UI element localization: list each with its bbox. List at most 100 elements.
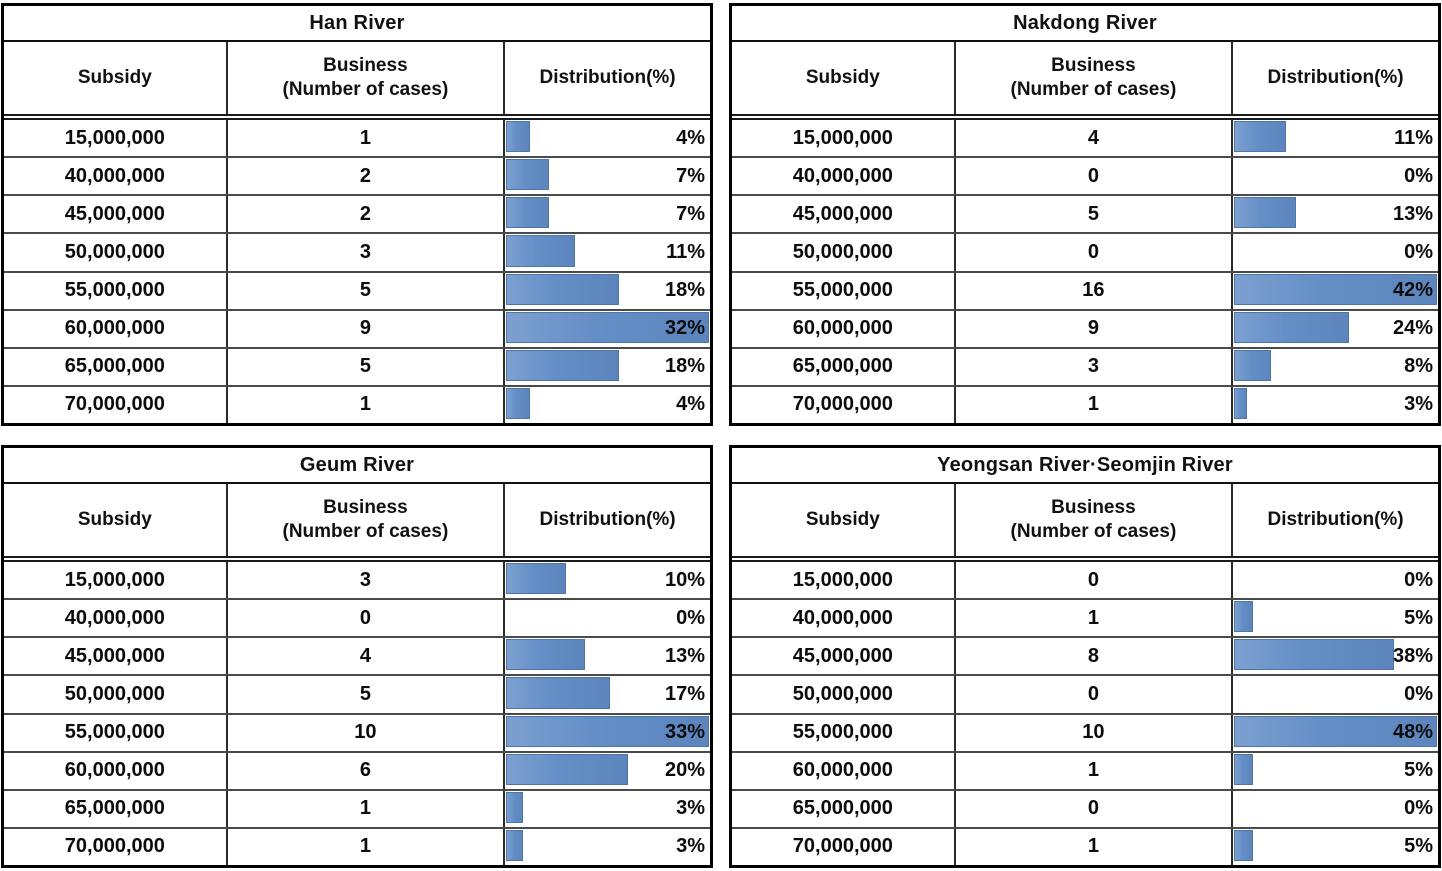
subsidy-cell: 50,000,000 — [64, 682, 165, 705]
distribution-bar — [1234, 829, 1254, 861]
cases-cell: 4 — [225, 638, 503, 675]
distribution-percent-label: 18% — [664, 279, 705, 302]
distribution-cell: 7% — [503, 196, 710, 233]
distribution-cell: 20% — [503, 752, 710, 789]
table-row: 70,000,000 1 4% — [4, 384, 710, 423]
distribution-cell: 38% — [1231, 638, 1438, 675]
table-panel-1: Han River Subsidy Business (Number of cases… — [1, 3, 713, 426]
cases-cell: 16 — [953, 272, 1231, 309]
header-business: Business (Number of cases) — [225, 484, 503, 556]
header-business: Business (Number of cases) — [225, 42, 503, 114]
subsidy-cell: 60,000,000 — [64, 759, 165, 782]
table-row: 15,000,000 4 11% — [732, 120, 1438, 157]
table-row: 15,000,000 0 0% — [732, 562, 1438, 599]
distribution-percent-label: 3% — [676, 797, 705, 820]
cases-cell: 0 — [225, 600, 503, 637]
distribution-percent-label: 3% — [676, 835, 705, 858]
distribution-cell: 7% — [503, 158, 710, 195]
distribution-cell: 0% — [1231, 562, 1438, 599]
distribution-percent-label: 11% — [666, 240, 705, 263]
cases-cell: 1 — [953, 828, 1231, 865]
cases-cell: 0 — [953, 676, 1231, 713]
distribution-percent-label: 0% — [676, 606, 705, 629]
cases-cell: 6 — [225, 752, 503, 789]
subsidy-cell: 15,000,000 — [792, 568, 893, 591]
distribution-bar — [506, 349, 620, 381]
cases-cell: 1 — [953, 600, 1231, 637]
table-title: Han River — [4, 6, 710, 42]
subsidy-cell: 40,000,000 — [64, 164, 165, 187]
cases-cell: 5 — [225, 676, 503, 713]
cases-cell: 0 — [953, 790, 1231, 827]
distribution-percent-label: 0% — [1404, 568, 1433, 591]
distribution-bar — [1234, 349, 1272, 381]
distribution-bar — [506, 311, 709, 343]
subsidy-cell: 70,000,000 — [792, 393, 893, 416]
distribution-cell: 24% — [1231, 310, 1438, 347]
cases-cell: 3 — [225, 562, 503, 599]
distribution-percent-label: 5% — [1404, 606, 1433, 629]
header-business-line2: (Number of cases) — [1010, 79, 1177, 100]
distribution-cell: 13% — [503, 638, 710, 675]
cases-cell: 1 — [225, 828, 503, 865]
subsidy-cell: 45,000,000 — [64, 644, 165, 667]
table-row: 40,000,000 1 5% — [732, 598, 1438, 637]
distribution-cell: 4% — [503, 120, 710, 157]
table-row: 65,000,000 1 3% — [4, 788, 710, 827]
distribution-bar — [1234, 601, 1254, 633]
header-subsidy: Subsidy — [77, 509, 152, 531]
subsidy-cell: 15,000,000 — [64, 126, 165, 149]
table-row: 65,000,000 3 8% — [732, 346, 1438, 385]
distribution-bar — [506, 387, 530, 419]
table-row: 50,000,000 0 0% — [732, 674, 1438, 713]
cases-cell: 9 — [953, 310, 1231, 347]
table-header-row: Subsidy Business (Number of cases) Distribu… — [732, 484, 1438, 562]
header-subsidy: Subsidy — [77, 67, 152, 89]
cases-cell: 3 — [225, 234, 503, 271]
table-row: 60,000,000 1 5% — [732, 750, 1438, 789]
header-business-line2: (Number of cases) — [282, 521, 449, 542]
subsidy-cell: 40,000,000 — [792, 164, 893, 187]
table-title: Nakdong River — [732, 6, 1438, 42]
table-row: 55,000,000 16 42% — [732, 270, 1438, 309]
cases-cell: 0 — [953, 234, 1231, 271]
distribution-percent-label: 10% — [664, 568, 705, 591]
subsidy-cell: 40,000,000 — [792, 606, 893, 629]
table-title: Geum River — [4, 448, 710, 484]
distribution-percent-label: 13% — [1392, 202, 1433, 225]
cases-cell: 5 — [225, 348, 503, 385]
subsidy-cell: 55,000,000 — [64, 279, 165, 302]
distribution-cell: 3% — [503, 790, 710, 827]
distribution-bar — [506, 829, 523, 861]
distribution-bar — [1234, 197, 1296, 229]
distribution-percent-label: 18% — [664, 355, 705, 378]
distribution-percent-label: 5% — [1404, 835, 1433, 858]
cases-cell: 5 — [225, 272, 503, 309]
distribution-bar — [506, 121, 530, 153]
distribution-percent-label: 3% — [1404, 393, 1433, 416]
distribution-cell: 3% — [1231, 386, 1438, 423]
cases-cell: 10 — [225, 714, 503, 751]
distribution-percent-label: 33% — [664, 721, 705, 744]
distribution-bar — [506, 273, 620, 305]
cases-cell: 2 — [225, 196, 503, 233]
distribution-percent-label: 0% — [1404, 797, 1433, 820]
table-row: 45,000,000 8 38% — [732, 636, 1438, 675]
subsidy-cell: 60,000,000 — [792, 317, 893, 340]
distribution-cell: 42% — [1231, 272, 1438, 309]
subsidy-cell: 60,000,000 — [792, 759, 893, 782]
subsidy-cell: 65,000,000 — [64, 355, 165, 378]
header-business-line1: Business — [323, 55, 408, 77]
table-row: 70,000,000 1 3% — [732, 384, 1438, 423]
subsidy-cell: 55,000,000 — [64, 721, 165, 744]
cases-cell: 9 — [225, 310, 503, 347]
distribution-bar — [506, 791, 523, 823]
table-panel-4: Yeongsan River·Seomjin River Subsidy Busin… — [729, 445, 1441, 868]
header-business: Business (Number of cases) — [953, 42, 1231, 114]
distribution-cell: 5% — [1231, 828, 1438, 865]
distribution-percent-label: 11% — [1394, 126, 1433, 149]
subsidy-cell: 70,000,000 — [792, 835, 893, 858]
table-rows: 15,000,000 1 4% 40,000,000 2 7% 45,000,000 2 7% 5… — [4, 120, 710, 423]
header-distribution: Distribution(%) — [1231, 42, 1438, 114]
distribution-cell: 11% — [503, 234, 710, 271]
